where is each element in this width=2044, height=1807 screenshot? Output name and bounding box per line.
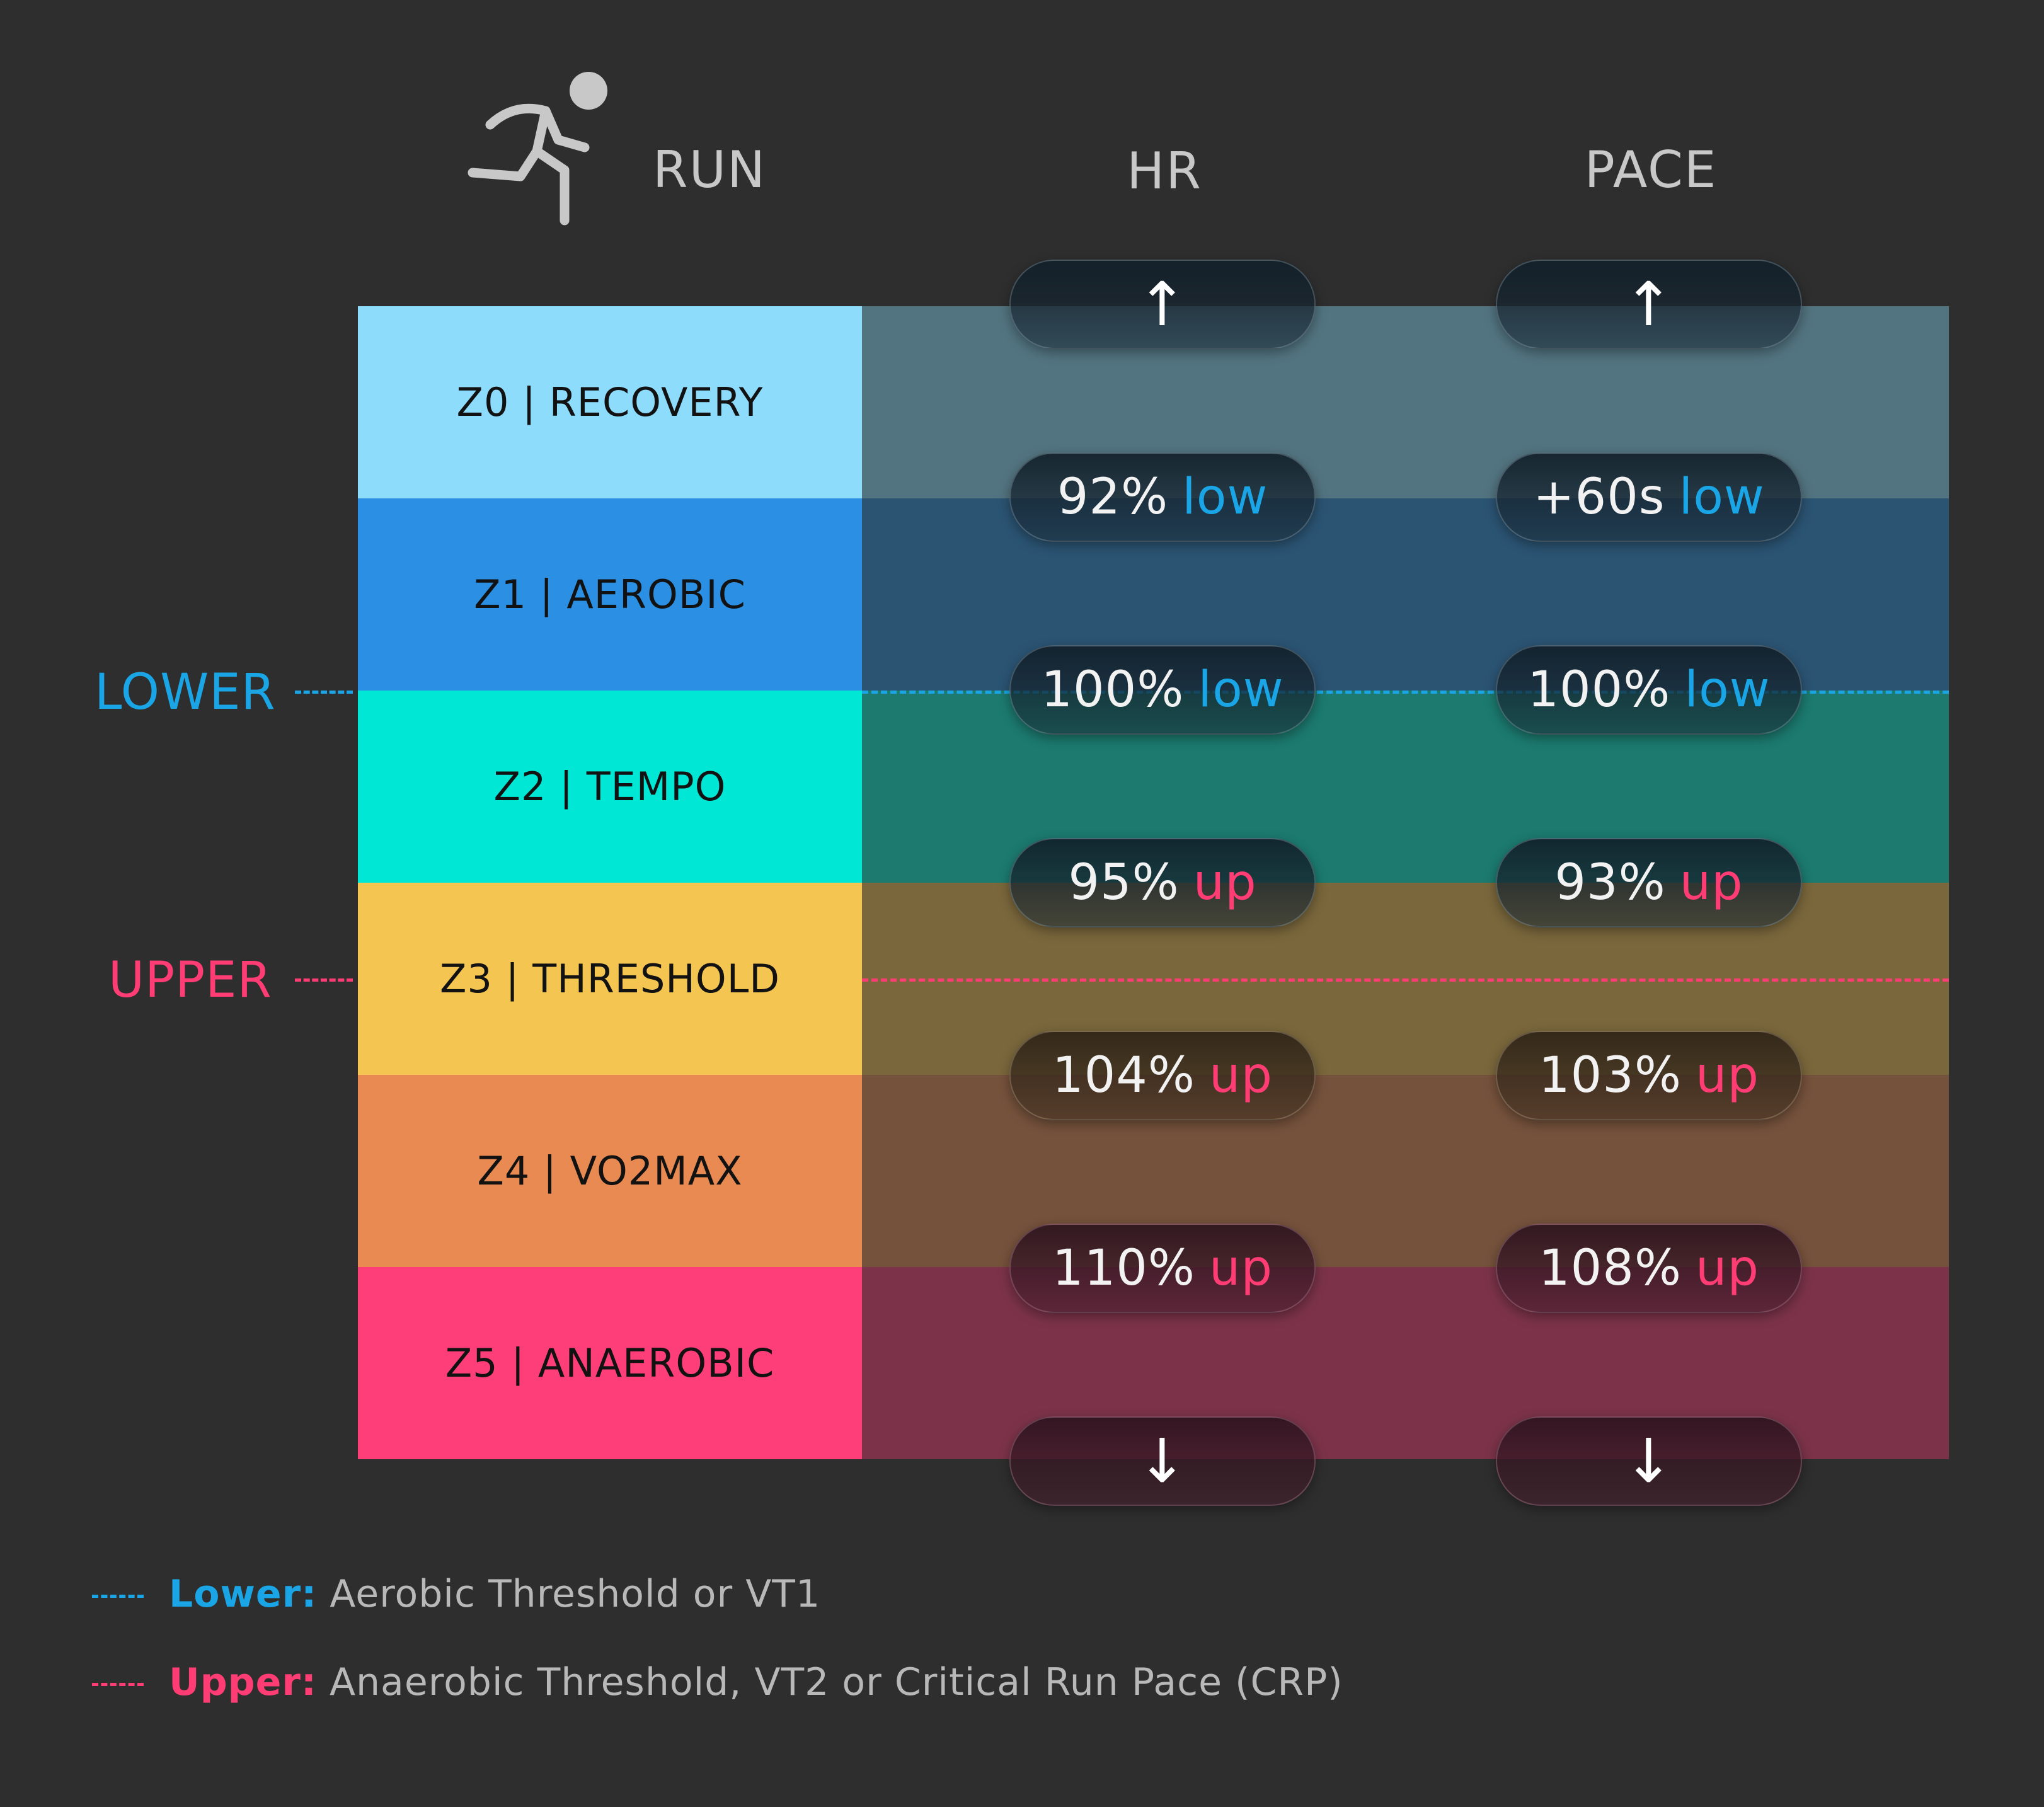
hr-bottom-pill: ↓ (1009, 1416, 1316, 1506)
pace-top-pill: ↑ (1496, 260, 1802, 349)
hr-top-pill: ↑ (1009, 260, 1316, 349)
zone-z4: Z4 | VO2MAX (358, 1075, 862, 1267)
footnote-lower-text: Aerobic Threshold or VT1 (330, 1572, 821, 1616)
zone-z3: Z3 | THRESHOLD (358, 883, 862, 1075)
hr-ref: low (1182, 469, 1268, 525)
footnote-lower-key: Lower: (169, 1572, 318, 1616)
pace-ref: low (1684, 662, 1771, 718)
hr-boundary-z4-z5: 110% up (1009, 1224, 1316, 1313)
pace-ref: up (1696, 1240, 1759, 1297)
running-person-icon (468, 72, 607, 226)
footnote-upper-key: Upper: (169, 1660, 317, 1704)
footnote-lower: Lower: Aerobic Threshold or VT1 (92, 1575, 820, 1613)
pace-value: 103% (1539, 1047, 1682, 1104)
hr-value: 104% (1052, 1047, 1196, 1104)
upper-threshold-label: UPPER (108, 952, 272, 1009)
arrow-down-icon: ↓ (1137, 1426, 1188, 1496)
arrow-up-icon: ↑ (1623, 269, 1675, 340)
pace-bottom-pill: ↓ (1496, 1416, 1802, 1506)
pace-boundary-z3-z4: 103% up (1496, 1031, 1802, 1120)
hr-boundary-z1-z2: 100% low (1009, 645, 1316, 735)
hr-value: 95% (1068, 854, 1180, 911)
lower-threshold-line (862, 691, 1949, 694)
hr-ref: low (1198, 662, 1284, 718)
hr-heading: HR (1127, 142, 1202, 200)
hr-ref: up (1209, 1047, 1273, 1104)
zone-z1: Z1 | AEROBIC (358, 498, 862, 691)
arrow-down-icon: ↓ (1623, 1426, 1675, 1496)
pace-ref: low (1679, 469, 1765, 525)
hr-boundary-z2-z3: 95% up (1009, 838, 1316, 927)
lower-threshold-marker (295, 691, 353, 694)
hr-value: 110% (1052, 1240, 1196, 1297)
pace-ref: up (1679, 854, 1743, 911)
hr-ref: up (1209, 1240, 1273, 1297)
pace-boundary-z1-z2: 100% low (1496, 645, 1802, 735)
hr-ref: up (1193, 854, 1257, 911)
hr-value: 100% (1041, 662, 1185, 718)
pace-value: +60s (1533, 469, 1665, 525)
pace-boundary-z4-z5: 108% up (1496, 1224, 1802, 1313)
pace-value: 108% (1539, 1240, 1682, 1297)
hr-value: 92% (1057, 469, 1169, 525)
pace-ref: up (1696, 1047, 1759, 1104)
zone-z2: Z2 | TEMPO (358, 691, 862, 883)
pace-value: 93% (1554, 854, 1666, 911)
upper-threshold-marker (295, 978, 353, 982)
lower-threshold-label: LOWER (95, 664, 276, 721)
zone-z5: Z5 | ANAEROBIC (358, 1267, 862, 1459)
pace-boundary-z2-z3: 93% up (1496, 838, 1802, 927)
zone-z0: Z0 | RECOVERY (358, 306, 862, 498)
hr-boundary-z0-z1: 92% low (1009, 452, 1316, 542)
upper-threshold-line (862, 978, 1949, 982)
pace-heading: PACE (1584, 141, 1718, 199)
run-heading: RUN (653, 141, 766, 199)
arrow-up-icon: ↑ (1137, 269, 1188, 340)
footnote-upper-text: Anaerobic Threshold, VT2 or Critical Run… (329, 1660, 1343, 1704)
pace-boundary-z0-z1: +60s low (1496, 452, 1802, 542)
upper-dash-legend (92, 1682, 144, 1686)
pace-value: 100% (1527, 662, 1671, 718)
hr-boundary-z3-z4: 104% up (1009, 1031, 1316, 1120)
lower-dash-legend (92, 1594, 144, 1598)
footnote-upper: Upper: Anaerobic Threshold, VT2 or Criti… (92, 1663, 1343, 1701)
